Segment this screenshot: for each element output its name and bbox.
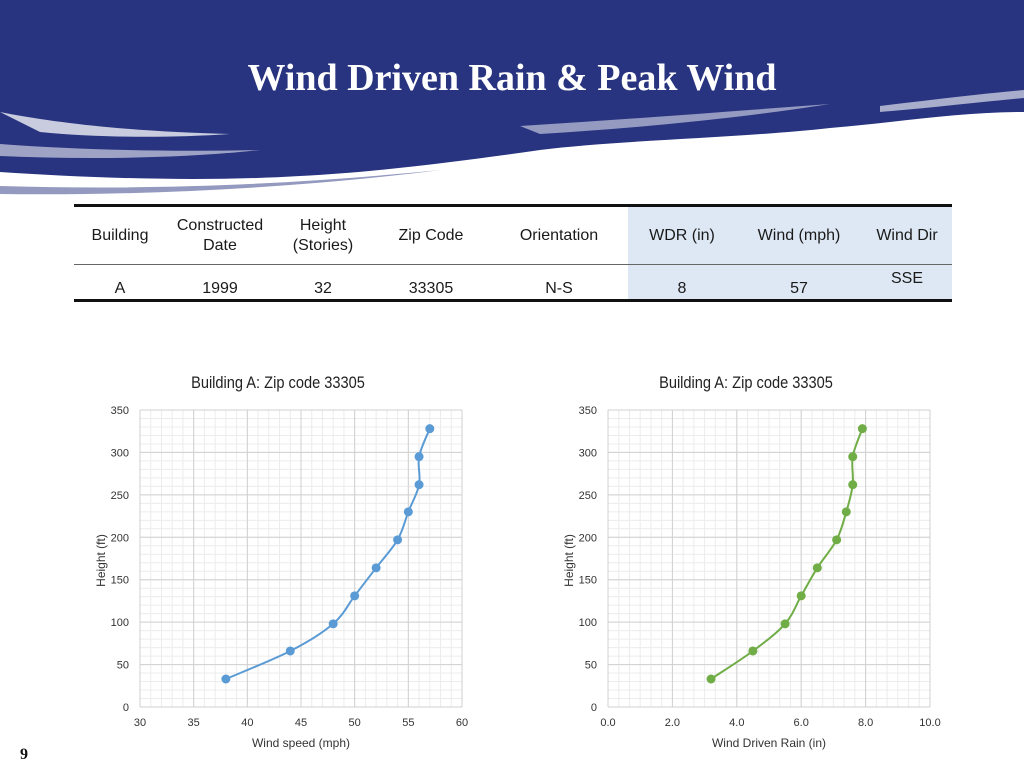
cell-height: 32 xyxy=(274,264,372,302)
x-tick-label: 55 xyxy=(402,717,414,729)
data-point xyxy=(328,619,338,629)
y-tick-label: 100 xyxy=(111,617,129,629)
header-wind: Wind (mph) xyxy=(736,204,862,265)
data-point xyxy=(848,480,858,490)
y-tick-label: 50 xyxy=(585,660,597,672)
table-row: A 1999 32 33305 N-S 8 57 SSE xyxy=(74,264,952,302)
data-point xyxy=(848,452,858,462)
y-tick-label: 200 xyxy=(111,532,129,544)
y-tick-label: 0 xyxy=(123,702,129,714)
header-wdr: WDR (in) xyxy=(628,204,736,265)
y-tick-label: 150 xyxy=(111,575,129,587)
data-point xyxy=(414,480,424,490)
data-point xyxy=(285,646,295,656)
data-point xyxy=(371,563,381,573)
y-tick-label: 350 xyxy=(111,405,129,417)
wind-speed-chart: 30 35 40 45 50 55 60 0 50 100 150 200 250 300 350 Build… xyxy=(94,374,468,750)
x-tick-label: 8.0 xyxy=(858,717,873,729)
data-point xyxy=(425,424,435,434)
data-point xyxy=(393,535,403,545)
cell-zip-code: 33305 xyxy=(372,264,490,302)
building-info-table: Building Constructed Date Height (Storie… xyxy=(74,204,952,302)
data-point xyxy=(706,674,716,684)
x-axis-label: Wind Driven Rain (in) xyxy=(712,736,826,750)
data-point xyxy=(832,535,842,545)
x-tick-label: 35 xyxy=(188,717,200,729)
chart-title: Building A: Zip code 33305 xyxy=(659,374,833,392)
chart-title: Building A: Zip code 33305 xyxy=(191,374,365,392)
y-tick-label: 350 xyxy=(579,405,597,417)
data-point xyxy=(780,619,790,629)
data-point xyxy=(414,452,424,462)
data-point xyxy=(350,591,360,601)
x-tick-label: 50 xyxy=(349,717,361,729)
x-tick-label: 6.0 xyxy=(794,717,809,729)
y-tick-label: 0 xyxy=(591,702,597,714)
y-tick-label: 250 xyxy=(579,490,597,502)
y-axis-label: Height (ft) xyxy=(94,534,108,587)
data-point xyxy=(841,507,851,517)
header-height: Height (Stories) xyxy=(274,204,372,265)
cell-wind-dir: SSE xyxy=(862,264,952,302)
x-tick-label: 40 xyxy=(241,717,253,729)
cell-wdr: 8 xyxy=(628,264,736,302)
x-tick-label: 60 xyxy=(456,717,468,729)
y-tick-label: 150 xyxy=(579,575,597,587)
series-line xyxy=(710,428,864,680)
header-building: Building xyxy=(74,204,166,265)
y-tick-label: 250 xyxy=(111,490,129,502)
wind-driven-rain-chart: 0.0 2.0 4.0 6.0 8.0 10.0 0 50 100 150 200 250 300 350… xyxy=(562,374,941,750)
y-tick-label: 50 xyxy=(117,660,129,672)
y-tick-label: 300 xyxy=(111,447,129,459)
header-orientation: Orientation xyxy=(490,204,628,265)
y-tick-label: 300 xyxy=(579,447,597,459)
y-tick-label: 100 xyxy=(579,617,597,629)
series-line xyxy=(225,428,431,680)
data-point xyxy=(403,507,413,517)
x-tick-label: 2.0 xyxy=(665,717,680,729)
table-header-row: Building Constructed Date Height (Storie… xyxy=(74,204,952,265)
cell-building: A xyxy=(74,264,166,302)
cell-constructed-date: 1999 xyxy=(166,264,274,302)
y-tick-label: 200 xyxy=(579,532,597,544)
cell-orientation: N-S xyxy=(490,264,628,302)
page-number: 9 xyxy=(20,746,28,763)
y-axis-label: Height (ft) xyxy=(562,534,576,587)
x-tick-label: 10.0 xyxy=(919,717,940,729)
x-tick-label: 0.0 xyxy=(600,717,615,729)
header-wind-dir: Wind Dir xyxy=(862,204,952,265)
title-banner xyxy=(0,0,1024,195)
x-tick-label: 45 xyxy=(295,717,307,729)
x-tick-label: 4.0 xyxy=(729,717,744,729)
header-zip-code: Zip Code xyxy=(372,204,490,265)
data-point xyxy=(857,424,867,434)
data-point xyxy=(748,646,758,656)
data-point xyxy=(221,674,231,684)
data-point xyxy=(812,563,822,573)
slide-title: Wind Driven Rain & Peak Wind xyxy=(247,57,777,99)
x-tick-label: 30 xyxy=(134,717,146,729)
cell-wind: 57 xyxy=(736,264,862,302)
header-constructed-date: Constructed Date xyxy=(166,204,274,265)
data-point xyxy=(796,591,806,601)
x-axis-label: Wind speed (mph) xyxy=(252,736,350,750)
